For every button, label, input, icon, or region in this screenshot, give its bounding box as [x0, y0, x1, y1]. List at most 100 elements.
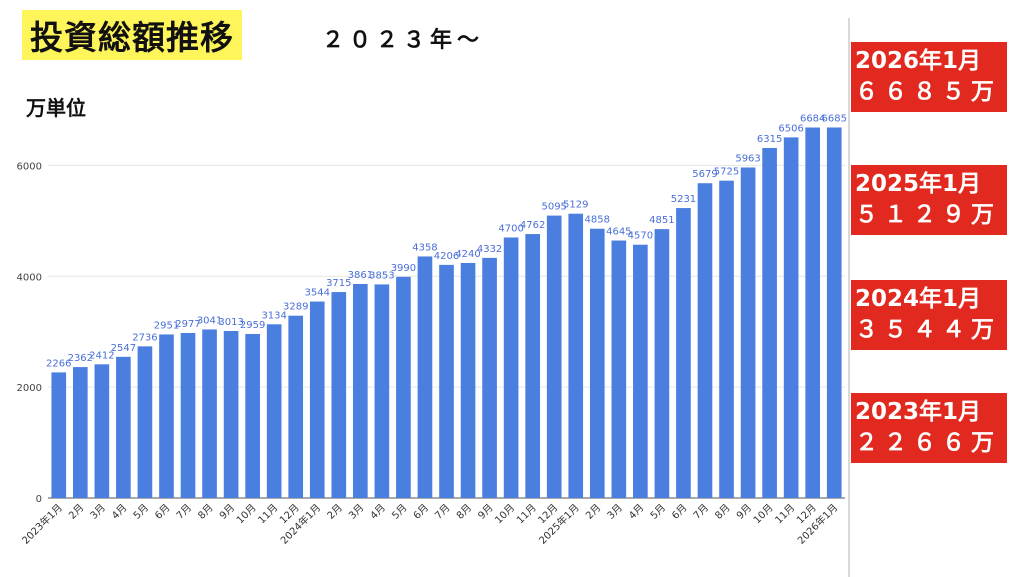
x-tick-label: 6月: [153, 502, 173, 522]
bar: [611, 240, 627, 498]
bar: [525, 234, 540, 499]
data-label: 5095: [541, 202, 566, 213]
data-label: 3041: [197, 315, 222, 326]
milestone-value: ５１２９万: [855, 202, 1000, 228]
bar: [137, 346, 153, 498]
chart-title: 投資総額推移: [22, 10, 242, 60]
bar: [654, 229, 670, 498]
x-tick-label: 7月: [174, 502, 194, 522]
x-tick-label: 8月: [454, 502, 474, 522]
bar: [568, 213, 584, 499]
bar: [826, 127, 842, 499]
data-label: 3544: [305, 288, 330, 299]
data-label: 3853: [369, 270, 394, 281]
y-tick-label: 0: [36, 494, 42, 505]
milestone-value: ２２６６万: [855, 430, 1000, 456]
x-tick-label: 11月: [256, 502, 281, 527]
data-label: 2736: [132, 332, 157, 343]
x-tick-label: 5月: [131, 502, 151, 522]
chart-subtitle: ２０２３年〜: [322, 28, 485, 53]
chart-frame-border: [848, 18, 850, 577]
x-tick-label: 5月: [648, 502, 668, 522]
data-label: 6684: [800, 114, 825, 125]
data-label: 2266: [46, 358, 71, 369]
x-tick-label: 3月: [88, 502, 108, 522]
bar: [180, 332, 196, 498]
milestone-2025: 2025年1月 ５１２９万: [851, 165, 1007, 235]
bar: [266, 324, 282, 498]
data-label: 2547: [111, 343, 136, 354]
milestone-date: 2025年1月: [855, 171, 982, 197]
bar: [51, 372, 67, 498]
bar: [245, 333, 260, 498]
data-label: 4206: [434, 251, 459, 262]
x-tick-label: 2月: [325, 502, 345, 522]
data-label: 6315: [757, 134, 782, 145]
x-tick-label: 11月: [773, 502, 798, 527]
bar: [740, 167, 756, 498]
x-tick-label: 4月: [109, 502, 129, 522]
x-tick-label: 4月: [368, 502, 388, 522]
milestone-date: 2024年1月: [855, 286, 982, 312]
x-tick-label: 11月: [514, 502, 539, 527]
bar: [331, 292, 347, 498]
x-tick-label: 8月: [196, 502, 216, 522]
bar: [719, 180, 734, 498]
milestone-2023: 2023年1月 ２２６６万: [851, 393, 1007, 463]
data-label: 5963: [735, 153, 760, 164]
x-tick-label: 5月: [389, 502, 409, 522]
data-label: 6685: [822, 113, 847, 124]
x-tick-label: 2023年1月: [19, 501, 65, 547]
y-tick-label: 2000: [17, 383, 42, 394]
x-tick-label: 3月: [346, 502, 366, 522]
bar: [439, 264, 454, 498]
x-tick-label: 7月: [691, 502, 711, 522]
data-label: 2951: [154, 320, 179, 331]
y-tick-label: 4000: [17, 272, 42, 283]
bar: [633, 244, 648, 498]
data-label: 4858: [585, 215, 610, 226]
x-tick-label: 10月: [493, 502, 518, 527]
data-label: 6506: [778, 123, 803, 134]
data-label: 3134: [261, 310, 286, 321]
bar: [762, 147, 777, 498]
data-label: 2362: [68, 353, 93, 364]
bar: [805, 127, 821, 498]
data-label: 3990: [391, 263, 416, 274]
data-label: 4358: [412, 242, 437, 253]
data-label: 2412: [89, 350, 114, 361]
bar: [783, 137, 799, 498]
x-tick-label: 7月: [433, 502, 453, 522]
data-label: 2977: [175, 319, 200, 330]
x-tick-label: 4月: [626, 502, 646, 522]
data-label: 2959: [240, 320, 265, 331]
milestone-value: ３５４４万: [855, 317, 1000, 343]
bar: [223, 330, 239, 498]
bar: [159, 334, 174, 498]
unit-label: 万単位: [26, 96, 86, 120]
bar: [460, 262, 476, 498]
data-label: 5679: [692, 169, 717, 180]
bar: [309, 301, 325, 498]
bar: [503, 237, 519, 498]
bar: [546, 215, 562, 498]
milestone-date: 2023年1月: [855, 399, 982, 425]
bar: [288, 315, 304, 498]
bar: [202, 329, 217, 498]
milestone-value: ６６８５万: [855, 79, 1000, 105]
bar: [396, 276, 411, 498]
bar: [94, 364, 110, 498]
milestone-2026: 2026年1月 ６６８５万: [851, 42, 1007, 112]
data-label: 3289: [283, 302, 308, 313]
bar: [482, 257, 497, 498]
data-label: 3715: [326, 278, 351, 289]
x-tick-label: 6月: [670, 502, 690, 522]
x-tick-label: 10月: [751, 502, 776, 527]
chart-title-text: 投資総額推移: [30, 18, 234, 57]
data-label: 4700: [498, 223, 523, 234]
data-label: 4762: [520, 220, 545, 231]
x-tick-label: 10月: [234, 502, 259, 527]
y-tick-label: 6000: [17, 161, 42, 172]
bar: [417, 256, 433, 498]
bar: [353, 283, 368, 498]
